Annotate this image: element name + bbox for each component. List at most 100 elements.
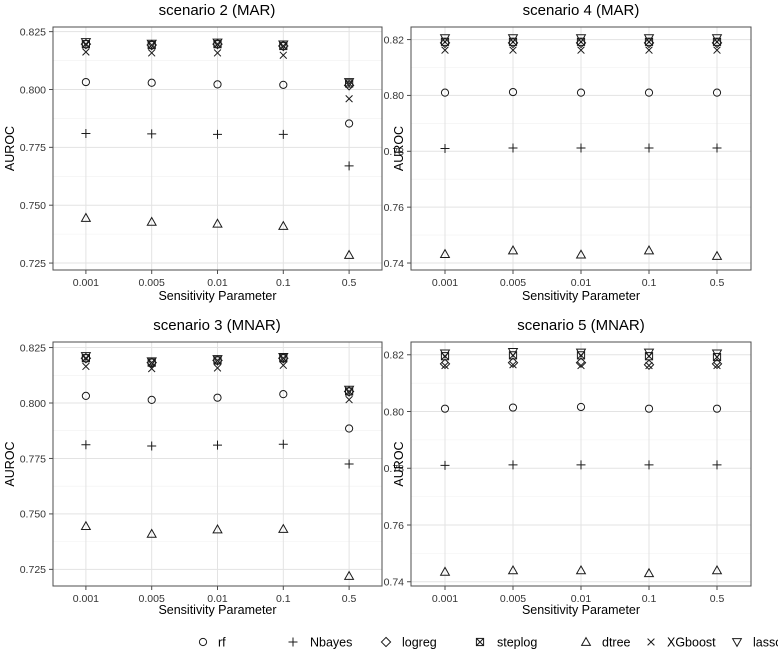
legend-label-dtree: dtree <box>602 636 631 650</box>
panel-4-point-nbayes <box>440 460 450 470</box>
panel-1-point-rf <box>213 80 222 89</box>
panel-2-title: scenario 4 (MAR) <box>523 2 640 19</box>
panel-1-point-xgboost-shape <box>147 49 156 57</box>
panel-2-ytick-label: 0.78 <box>384 146 405 158</box>
panel-2-xlabel: Sensitivity Parameter <box>522 289 640 303</box>
panel-4-point-lassolog-shape <box>711 349 723 359</box>
panel-4-point-lassolog <box>575 348 587 358</box>
panel-3-point-nbayes-shape <box>81 440 91 450</box>
panel-1-point-logreg-shape <box>80 38 92 50</box>
panel-4-point-steplog-shape <box>712 352 722 362</box>
panel-4-point-dtree <box>439 566 451 576</box>
panel-3-xtick-label: 0.1 <box>276 593 291 605</box>
panel-4-point-nbayes-shape <box>644 460 654 470</box>
legend-key-xgboost <box>647 638 655 646</box>
panel-2-point-xgboost-shape <box>509 46 517 54</box>
panel-1-point-lassolog-shape <box>278 40 289 50</box>
legend-key-logreg-shape <box>380 636 392 648</box>
panel-3-point-nbayes <box>344 459 354 469</box>
panel-3-ytick-label: 0.775 <box>20 453 46 465</box>
panel-3-point-nbayes-shape <box>213 440 222 450</box>
panel-4-point-nbayes <box>712 460 722 470</box>
panel-2-point-lassolog <box>643 34 655 44</box>
panel-1-point-rf <box>147 78 156 87</box>
panel-2-point-xgboost-shape <box>577 46 585 54</box>
panel-1-point-dtree-shape <box>80 212 92 222</box>
panel-4-point-nbayes <box>508 460 518 470</box>
panel-1-point-xgboost-shape <box>345 94 353 103</box>
panel-4-frame <box>410 341 752 587</box>
panel-3-point-lassolog <box>212 355 223 365</box>
panel-1-xtick-label: 0.5 <box>342 277 357 289</box>
legend-item-xgboost: XGboost <box>647 636 716 650</box>
panel-2-point-logreg <box>439 37 451 49</box>
panel-2-point-logreg <box>575 37 587 49</box>
panel-3-point-lassolog-shape <box>212 355 223 365</box>
panel-1-point-dtree <box>146 216 157 226</box>
panel-4-ytick-label: 0.74 <box>384 577 405 589</box>
panel-3-point-rf <box>213 393 222 402</box>
panel-4-point-dtree-shape <box>643 567 655 578</box>
panel-1-xtick-label: 0.1 <box>276 277 291 289</box>
panel-3-point-rf <box>345 424 354 433</box>
panel-3-point-rf-shape <box>345 424 354 433</box>
panel-2-point-dtree-shape <box>575 249 587 259</box>
legend-item-nbayes: Nbayes <box>288 636 352 650</box>
panel-1-point-rf-shape <box>213 80 222 89</box>
panel-3-ytick-label: 0.800 <box>20 398 46 410</box>
panel-4-point-rf-shape <box>712 404 722 413</box>
panel-2-ytick-label: 0.80 <box>384 90 405 102</box>
panel-2-point-dtree <box>711 250 723 260</box>
panel-1-ytick-label: 0.725 <box>20 258 46 270</box>
panel-2-point-logreg <box>643 37 655 49</box>
panel-1-point-nbayes <box>147 129 157 139</box>
panel-2-point-rf-shape <box>712 88 722 97</box>
panel-4-point-lassolog-shape <box>575 348 587 358</box>
panel-2-point-xgboost-shape <box>441 46 449 54</box>
panel-2-ytick-label: 0.76 <box>384 202 405 214</box>
panel-3-point-logreg <box>343 386 355 397</box>
panel-1-point-rf-shape <box>345 119 354 128</box>
panel-1-xlabel: Sensitivity Parameter <box>158 289 276 303</box>
panel-4-point-rf <box>712 404 722 413</box>
panel-1-xtick-label: 0.01 <box>207 277 228 289</box>
legend-key-rf-shape <box>198 637 208 647</box>
panel-3-point-lassolog <box>146 357 157 367</box>
panel-4-xtick-label: 0.1 <box>642 593 657 605</box>
panel-3-point-rf-shape <box>147 395 156 404</box>
panel-3-point-steplog-shape <box>81 354 91 363</box>
panel-3-point-lassolog-shape <box>343 385 355 396</box>
panel-3-point-steplog-cross <box>147 358 156 367</box>
panel-3-point-lassolog <box>278 352 289 363</box>
legend-item-lassolog: lassolog <box>731 636 778 650</box>
panel-2-point-xgboost-shape <box>713 46 721 54</box>
panel-3-point-nbayes <box>213 440 222 450</box>
panel-3-point-xgboost <box>279 361 288 370</box>
panel-3-xlabel: Sensitivity Parameter <box>158 603 276 617</box>
panel-1-point-dtree <box>343 249 355 259</box>
panel-3-frame <box>52 341 383 587</box>
panel-3-point-dtree-shape <box>343 570 355 580</box>
panel-4-point-lassolog-shape <box>643 348 655 358</box>
panel-2-ytick-label: 0.74 <box>384 258 405 270</box>
panel-1-point-lassolog <box>80 38 92 48</box>
panel-3-point-nbayes-shape <box>344 459 354 469</box>
panel-2-point-rf <box>712 88 722 97</box>
legend-key-nbayes <box>288 637 298 647</box>
panel-4-point-rf-shape <box>576 402 586 412</box>
panel-2-point-rf <box>576 88 586 97</box>
panel-1-point-logreg <box>212 38 223 50</box>
legend-item-dtree: dtree <box>580 636 631 650</box>
panel-1-point-steplog-cross <box>147 41 156 50</box>
panel-4-point-xgboost-shape <box>509 360 517 369</box>
panel-1-point-nbayes <box>81 128 91 138</box>
panel-2-xtick-label: 0.005 <box>500 277 526 289</box>
panel-2-point-steplog-shape <box>508 37 518 46</box>
panel-2-point-nbayes-shape <box>644 143 654 153</box>
panel-2-point-rf <box>644 88 654 97</box>
panel-2-point-dtree <box>575 249 587 259</box>
panel-1-xtick-label: 0.005 <box>139 277 165 289</box>
panel-3-point-dtree <box>80 520 92 531</box>
panel-4-ytick-label: 0.76 <box>384 520 405 532</box>
